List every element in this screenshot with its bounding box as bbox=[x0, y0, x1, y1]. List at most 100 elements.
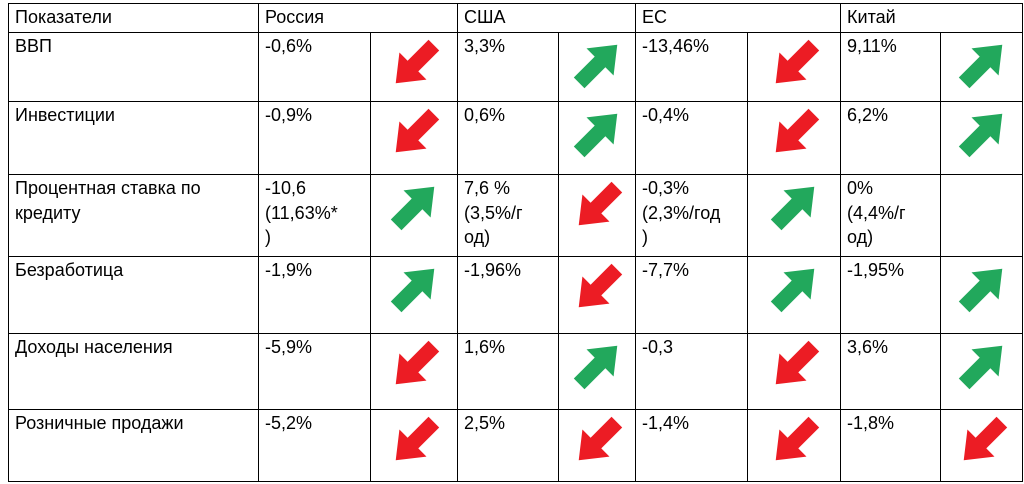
value-text: 9,11% bbox=[847, 36, 897, 56]
indicator-cell: ВВП bbox=[8, 32, 259, 102]
value-cell-china: -1,8% bbox=[840, 408, 942, 482]
trend-arrow-icon bbox=[950, 33, 1016, 97]
trend-arrow-icon bbox=[565, 102, 631, 166]
value-cell-usa: -1,96% bbox=[457, 255, 559, 334]
trend-arrow-icon bbox=[762, 334, 828, 398]
header-label: Китай bbox=[847, 7, 896, 27]
indicator-label: Инвестиции bbox=[15, 104, 115, 125]
value-cell-eu: -13,46% bbox=[635, 32, 749, 102]
header-label: США bbox=[464, 7, 506, 27]
value-text: -5,2% bbox=[265, 412, 313, 433]
trend-cell-russia bbox=[370, 255, 458, 334]
table-row-unemployment: Безработица -1,9% -1,96% -7,7% -1,95% bbox=[8, 255, 1024, 334]
indicator-cell: Процентная ставка по кредиту bbox=[8, 173, 259, 257]
value-text: -1,9% bbox=[265, 259, 313, 280]
trend-cell-china bbox=[940, 32, 1024, 102]
trend-arrow-icon bbox=[382, 175, 448, 239]
trend-arrow-icon bbox=[950, 334, 1016, 398]
value-cell-usa: 1,6% bbox=[457, 332, 559, 410]
trend-arrow-icon bbox=[762, 175, 828, 239]
trend-cell-russia bbox=[370, 100, 458, 175]
trend-arrow-icon bbox=[565, 175, 631, 239]
value-text: 0,6% bbox=[464, 104, 506, 125]
table-row-retail-sales: Розничные продажи -5,2% 2,5% -1,4% -1,8% bbox=[8, 408, 1024, 482]
table-row-gdp: ВВП -0,6% 3,3% -13,46% 9,11% bbox=[8, 32, 1024, 102]
trend-cell-eu bbox=[747, 332, 842, 410]
value-cell-china: -1,95% bbox=[840, 255, 942, 334]
indicator-label: Безработица bbox=[15, 259, 124, 280]
value-cell-eu: -0,3 bbox=[635, 332, 749, 410]
value-cell-china: 6,2% bbox=[840, 100, 942, 175]
column-header-usa: США bbox=[456, 3, 637, 33]
trend-cell-eu bbox=[747, 255, 842, 334]
trend-arrow-icon bbox=[565, 33, 631, 97]
indicator-label: Розничные продажи bbox=[15, 412, 184, 433]
trend-arrow-icon bbox=[762, 33, 828, 97]
trend-arrow-icon bbox=[382, 102, 448, 166]
indicator-label: Процентная ставка по кредиту bbox=[15, 177, 201, 223]
column-header-russia: Россия bbox=[258, 3, 458, 33]
value-text: 3,6% bbox=[847, 336, 889, 357]
value-cell-russia: -10,6 (11,63%* ) bbox=[258, 173, 371, 257]
table-row-investments: Инвестиции -0,9% 0,6% -0,4% 6,2% bbox=[8, 100, 1024, 175]
trend-arrow-icon bbox=[762, 102, 828, 166]
trend-cell-russia bbox=[370, 408, 458, 482]
value-text: 0% (4,4%/г од) bbox=[847, 177, 906, 248]
value-cell-russia: -1,9% bbox=[258, 255, 371, 334]
trend-cell-usa bbox=[557, 32, 637, 102]
value-text: -0,6% bbox=[265, 36, 313, 56]
trend-cell-usa bbox=[557, 255, 637, 334]
trend-cell-russia bbox=[370, 173, 458, 257]
value-text: -1,95% bbox=[847, 259, 905, 280]
trend-cell-usa bbox=[557, 100, 637, 175]
value-text: -1,8% bbox=[847, 412, 895, 433]
value-cell-usa: 0,6% bbox=[457, 100, 559, 175]
value-text: 3,3% bbox=[464, 36, 506, 56]
value-text: -1,96% bbox=[464, 259, 522, 280]
value-cell-eu: -0,3% (2,3%/год ) bbox=[635, 173, 749, 257]
trend-cell-china bbox=[940, 332, 1024, 410]
trend-cell-russia bbox=[370, 32, 458, 102]
value-cell-russia: -0,9% bbox=[258, 100, 371, 175]
trend-cell-russia bbox=[370, 332, 458, 410]
trend-arrow-icon bbox=[565, 410, 631, 474]
value-text: 7,6 % (3,5%/г од) bbox=[464, 177, 523, 248]
trend-cell-china bbox=[940, 408, 1024, 482]
trend-arrow-icon bbox=[950, 257, 1016, 321]
value-text: 1,6% bbox=[464, 336, 506, 357]
indicator-label: ВВП bbox=[15, 36, 52, 56]
trend-cell-eu bbox=[747, 408, 842, 482]
indicator-cell: Розничные продажи bbox=[8, 408, 259, 482]
trend-cell-eu bbox=[747, 173, 842, 257]
trend-arrow-icon bbox=[565, 257, 631, 321]
trend-cell-usa bbox=[557, 173, 637, 257]
trend-cell-usa bbox=[557, 332, 637, 410]
table-row-household-income: Доходы населения -5,9% 1,6% -0,3 3,6% bbox=[8, 332, 1024, 410]
trend-cell-eu bbox=[747, 100, 842, 175]
trend-cell-china bbox=[940, 100, 1024, 175]
value-text: -0,3% (2,3%/год ) bbox=[642, 177, 721, 248]
trend-arrow-icon bbox=[950, 102, 1016, 166]
indicator-label: Доходы населения bbox=[15, 336, 173, 357]
value-cell-usa: 3,3% bbox=[457, 32, 559, 102]
value-cell-usa: 7,6 % (3,5%/г од) bbox=[457, 173, 559, 257]
value-text: -1,4% bbox=[642, 412, 690, 433]
header-label: Показатели bbox=[15, 7, 112, 27]
trend-arrow-icon bbox=[382, 410, 448, 474]
trend-arrow-icon bbox=[762, 257, 828, 321]
value-text: -0,4% bbox=[642, 104, 690, 125]
value-text: -7,7% bbox=[642, 259, 690, 280]
value-cell-eu: -7,7% bbox=[635, 255, 749, 334]
trend-arrow-icon bbox=[565, 334, 631, 398]
value-text: -10,6 (11,63%* ) bbox=[265, 177, 338, 248]
trend-arrow-icon bbox=[382, 257, 448, 321]
value-text: -0,9% bbox=[265, 104, 313, 125]
table-row-interest-rate: Процентная ставка по кредиту -10,6 (11,6… bbox=[8, 173, 1024, 257]
header-label: ЕС bbox=[642, 7, 668, 27]
value-cell-russia: -5,9% bbox=[258, 332, 371, 410]
value-text: 6,2% bbox=[847, 104, 889, 125]
indicator-cell: Доходы населения bbox=[8, 332, 259, 410]
value-cell-china: 9,11% bbox=[840, 32, 942, 102]
header-label: Россия bbox=[265, 7, 325, 27]
value-text: -13,46% bbox=[642, 36, 710, 56]
